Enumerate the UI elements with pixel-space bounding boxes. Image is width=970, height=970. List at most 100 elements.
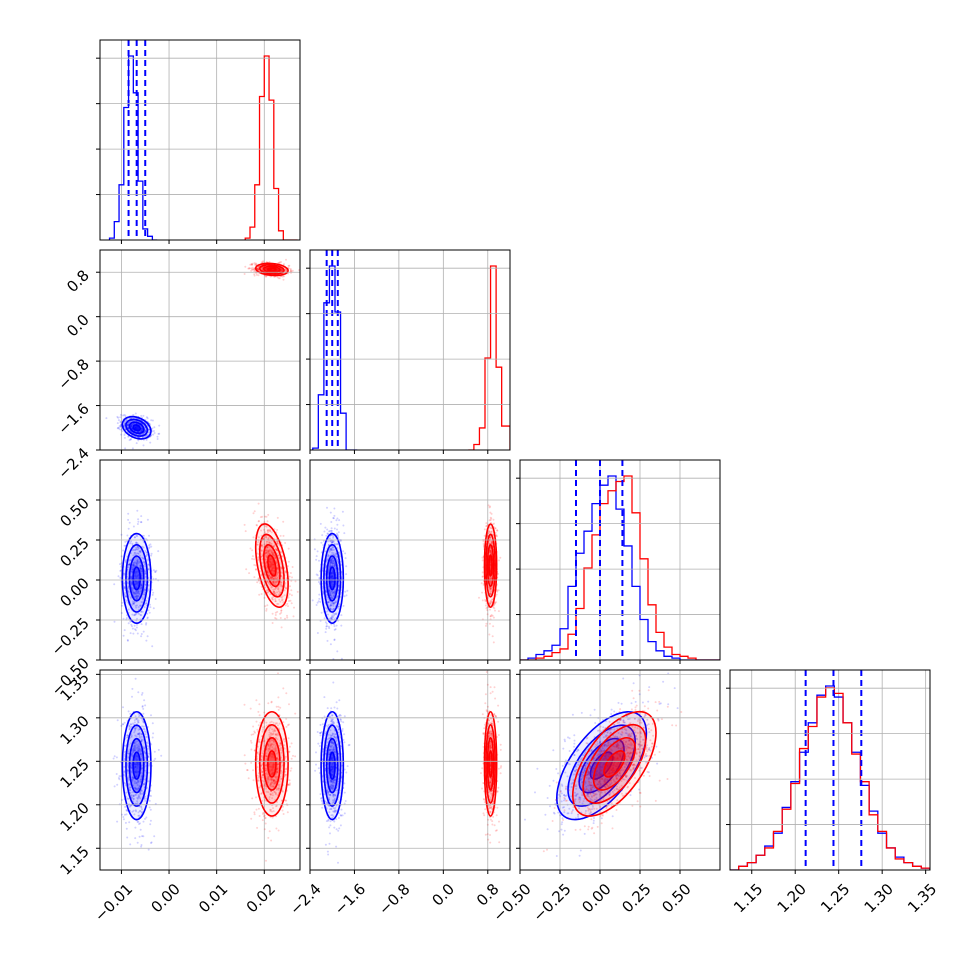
scatter-point — [260, 544, 263, 547]
scatter-point — [330, 521, 333, 523]
scatter-point — [140, 614, 143, 617]
scatter-point — [140, 570, 143, 573]
scatter-point — [269, 576, 272, 579]
scatter-point — [265, 551, 268, 554]
scatter-point — [253, 267, 256, 270]
scatter-point — [288, 600, 290, 602]
scatter-point — [135, 593, 138, 596]
scatter-point — [130, 425, 133, 428]
scatter-point — [136, 617, 138, 620]
scatter-point — [289, 599, 292, 602]
scatter-point — [127, 563, 130, 566]
scatter-point — [253, 576, 256, 579]
scatter-point — [134, 583, 137, 586]
scatter-point — [134, 592, 137, 594]
scatter-point — [245, 568, 248, 571]
scatter-point — [134, 548, 137, 551]
scatter-point — [276, 268, 279, 271]
scatter-point — [144, 817, 146, 820]
scatter-point — [126, 639, 129, 641]
scatter-point — [270, 562, 273, 565]
scatter-point — [120, 562, 123, 565]
scatter-point — [132, 525, 135, 528]
scatter-point — [140, 567, 142, 570]
scatter-point — [132, 602, 135, 605]
scatter-point — [272, 580, 274, 583]
scatter-point — [273, 554, 276, 557]
contour-red — [267, 267, 277, 272]
histogram-blue — [108, 55, 158, 240]
scatter-point — [284, 586, 287, 589]
scatter-point — [253, 558, 255, 561]
scatter-point — [140, 575, 143, 578]
scatter-point — [276, 268, 279, 271]
scatter-point — [112, 757, 115, 760]
scatter-point — [133, 564, 136, 567]
scatter-point — [331, 557, 334, 560]
scatter-point — [272, 590, 275, 593]
scatter-point — [149, 423, 152, 426]
scatter-point — [136, 548, 139, 551]
scatter-point — [276, 610, 279, 613]
scatter-point — [133, 564, 135, 567]
scatter-point — [260, 573, 263, 576]
scatter-point — [253, 274, 256, 277]
scatter-point — [273, 566, 276, 569]
scatter-point — [330, 527, 333, 530]
scatter-point — [264, 515, 267, 518]
scatter-point — [244, 265, 247, 268]
scatter-point — [139, 604, 142, 607]
scatter-point — [270, 569, 273, 572]
scatter-point — [130, 438, 132, 441]
scatter-point — [119, 421, 122, 424]
scatter-point — [131, 600, 134, 603]
scatter-point — [285, 725, 288, 728]
scatter-point — [264, 552, 267, 555]
scatter-point — [275, 580, 278, 583]
scatter-point — [257, 559, 260, 561]
scatter-point — [331, 580, 334, 583]
scatter-point — [136, 427, 138, 430]
scatter-point — [260, 593, 263, 595]
scatter-point — [287, 547, 290, 550]
scatter-point — [134, 426, 136, 429]
scatter-point — [273, 591, 276, 594]
scatter-point — [270, 561, 273, 564]
scatter-point — [146, 635, 149, 638]
scatter-point — [255, 272, 258, 275]
scatter-point — [270, 550, 273, 553]
scatter-point — [144, 429, 147, 432]
scatter-point — [133, 601, 136, 604]
scatter-point — [132, 602, 135, 605]
scatter-point — [327, 540, 329, 543]
scatter-point — [255, 273, 258, 276]
scatter-point — [277, 708, 280, 711]
scatter-point — [285, 692, 288, 695]
scatter-point — [122, 572, 125, 575]
scatter-point — [276, 276, 279, 279]
scatter-point — [333, 625, 336, 628]
scatter-point — [276, 529, 279, 531]
panel-1-1 — [306, 249, 511, 454]
scatter-point — [274, 617, 277, 619]
scatter-point — [135, 595, 138, 598]
scatter-point — [271, 553, 274, 556]
scatter-point — [127, 591, 130, 594]
scatter-point — [263, 584, 266, 587]
panel-frame — [99, 39, 301, 241]
scatter-point — [326, 532, 329, 535]
scatter-point — [135, 425, 138, 428]
scatter-point — [148, 799, 151, 802]
scatter-point — [269, 550, 272, 552]
scatter-point — [121, 813, 123, 816]
scatter-point — [140, 601, 143, 603]
scatter-point — [288, 593, 291, 596]
scatter-point — [137, 552, 140, 555]
scatter-point — [142, 598, 144, 601]
scatter-point — [136, 595, 139, 598]
scatter-point — [268, 549, 271, 552]
scatter-point — [290, 767, 293, 770]
scatter-point — [126, 581, 129, 584]
scatter-point — [256, 543, 259, 546]
scatter-point — [257, 268, 259, 271]
